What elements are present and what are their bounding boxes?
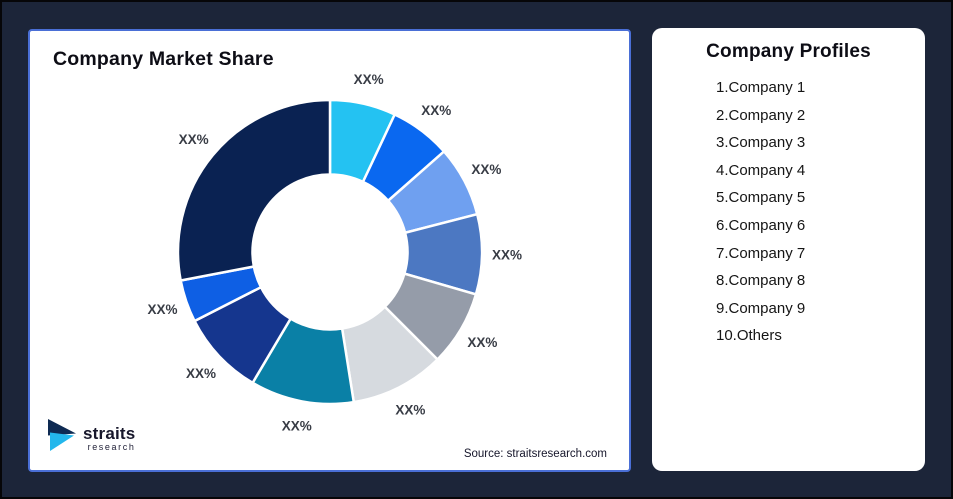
donut-segment-label: XX% xyxy=(421,103,451,118)
company-profiles-title: Company Profiles xyxy=(706,41,871,62)
logo-arrow-icon xyxy=(48,419,80,452)
logo-wordmark: straits research xyxy=(83,425,135,452)
market-share-card: Company Market Share XX% XX% XX% XX% XX% XX% X… xyxy=(28,29,631,472)
straits-research-logo: straits research xyxy=(48,419,135,452)
donut-segment-label: XX% xyxy=(354,72,384,87)
company-list: 1.Company 1 2.Company 2 3.Company 3 4.Compa… xyxy=(716,74,805,350)
company-list-item: 3.Company 3 xyxy=(716,134,806,152)
company-list-item: 10.Others xyxy=(716,327,782,345)
market-share-donut-chart: XX% XX% XX% XX% XX% XX% XX% XX% XX% XX% xyxy=(147,72,522,434)
donut-segment-label: XX% xyxy=(492,248,522,263)
source-attribution: Source: straitsresearch.com xyxy=(463,448,607,460)
company-list-item: 5.Company 5 xyxy=(716,189,806,207)
donut-segment-label: XX% xyxy=(471,162,501,177)
company-list-item: 1.Company 1 xyxy=(716,79,806,96)
donut-segment-others xyxy=(176,98,332,282)
donut-segment-label: XX% xyxy=(179,132,209,147)
company-profiles-card: Company Profiles 1.Company 1 2.Company 2 3… xyxy=(652,28,925,471)
donut-segment-label: XX% xyxy=(282,419,312,434)
logo-arrow-dark-triangle xyxy=(48,419,76,436)
company-list-item: 9.Company 9 xyxy=(716,299,806,317)
company-list-item: 7.Company 7 xyxy=(716,244,806,262)
donut-segment-label: XX% xyxy=(467,335,497,350)
logo-brand-text: straits xyxy=(83,424,136,443)
donut-segment-label: XX% xyxy=(147,302,177,317)
company-list-item: 8.Company 8 xyxy=(716,272,806,290)
logo-arrow-cyan-triangle xyxy=(50,432,74,451)
market-share-title: Company Market Share xyxy=(53,48,274,70)
company-list-item: 6.Company 6 xyxy=(716,216,806,234)
donut-segment-label: XX% xyxy=(186,366,216,381)
donut-segment-label: XX% xyxy=(395,402,425,417)
company-list-item: 4.Company 4 xyxy=(716,161,806,179)
company-list-item: 2.Company 2 xyxy=(716,106,806,124)
logo-sub-text: research xyxy=(87,442,136,452)
